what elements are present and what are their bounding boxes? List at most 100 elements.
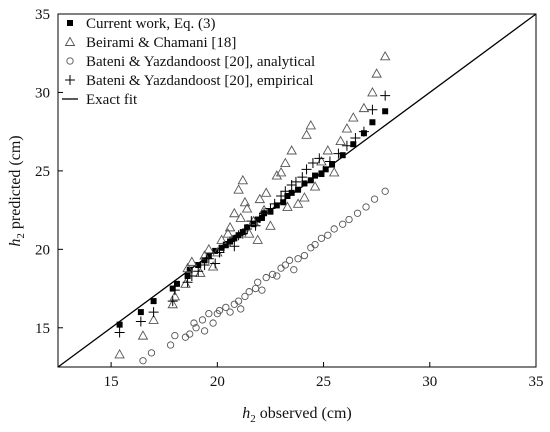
data-point — [350, 141, 357, 148]
data-point — [307, 244, 315, 252]
data-point — [335, 135, 346, 146]
data-point — [198, 316, 207, 324]
data-point — [318, 165, 329, 176]
data-point — [382, 108, 389, 115]
data-point — [280, 157, 291, 167]
x-axis: 15 20 25 30 35 — [104, 362, 544, 390]
legend: Current work, Eq. (3) Beirami & Chamani [… — [62, 16, 315, 108]
data-point — [260, 187, 272, 197]
data-point — [233, 230, 244, 241]
data-point — [251, 284, 260, 293]
legend-symbol — [64, 36, 76, 46]
legend-symbol — [66, 57, 74, 65]
data-point — [237, 305, 245, 313]
data-point — [135, 316, 146, 327]
data-point — [233, 184, 244, 194]
data-point — [231, 235, 238, 242]
data-point — [367, 87, 378, 97]
data-point — [182, 262, 193, 273]
data-point — [166, 341, 175, 349]
data-point — [116, 321, 123, 328]
data-point — [186, 330, 194, 338]
data-point — [380, 90, 391, 101]
data-point — [222, 303, 230, 312]
data-point — [195, 267, 206, 277]
data-point — [265, 220, 276, 230]
data-point — [314, 153, 325, 164]
legend-label: Beirami & Chamani [18] — [86, 35, 236, 51]
data-point — [192, 324, 200, 332]
legend-label: Bateni & Yazdandoost [20], analytical — [86, 54, 315, 70]
data-point — [269, 198, 280, 209]
y-tick-label: 35 — [35, 7, 50, 23]
data-point — [301, 164, 312, 175]
data-point — [328, 167, 340, 177]
data-point — [299, 192, 310, 202]
x-tick-label: 35 — [529, 374, 544, 390]
data-point — [367, 104, 378, 115]
data-point — [339, 220, 347, 228]
data-point — [290, 266, 298, 274]
y-tick-label: 20 — [35, 242, 50, 258]
data-point — [330, 225, 338, 233]
data-point — [225, 236, 236, 247]
legend-symbol — [65, 75, 75, 85]
data-point — [218, 242, 229, 253]
y-tick-label: 15 — [35, 321, 50, 337]
legend-label: Bateni & Yazdandoost [20], empirical — [86, 73, 313, 89]
data-point — [324, 156, 335, 167]
data-point — [348, 112, 359, 122]
data-point — [237, 174, 249, 185]
data-point — [241, 203, 253, 213]
x-tick-label: 15 — [104, 374, 119, 390]
data-point — [239, 196, 251, 207]
data-point — [203, 253, 214, 264]
series-2 — [139, 187, 389, 365]
data-point — [147, 349, 156, 357]
data-point — [379, 50, 391, 61]
data-point — [252, 234, 263, 244]
data-point — [353, 209, 362, 217]
data-point — [114, 349, 125, 359]
data-point — [237, 228, 248, 239]
data-point — [148, 314, 159, 324]
data-point — [277, 264, 285, 272]
data-point — [311, 240, 319, 249]
x-tick-label: 25 — [316, 374, 331, 390]
data-point — [294, 255, 302, 263]
data-point — [148, 307, 159, 318]
data-point — [254, 278, 262, 286]
data-point — [224, 221, 236, 232]
plot-area-frame — [57, 13, 537, 368]
data-point — [258, 286, 266, 294]
data-point — [226, 308, 234, 316]
x-tick-label: 30 — [422, 374, 437, 390]
data-point — [229, 207, 240, 218]
data-point — [285, 256, 294, 264]
data-point — [273, 272, 281, 280]
data-point — [286, 145, 297, 155]
data-point — [229, 241, 240, 252]
data-point — [137, 309, 144, 316]
data-point — [307, 177, 314, 184]
legend-label: Current work, Eq. (3) — [86, 16, 216, 32]
data-point — [317, 234, 326, 243]
data-point — [381, 187, 389, 195]
data-point — [295, 186, 302, 193]
data-point — [254, 216, 261, 223]
data-point — [216, 234, 227, 244]
data-point — [271, 170, 283, 180]
data-point — [268, 270, 277, 279]
data-point — [209, 319, 217, 327]
data-point — [273, 202, 280, 209]
data-point — [150, 298, 157, 305]
data-point — [222, 228, 234, 238]
data-point — [301, 129, 312, 139]
data-point — [195, 262, 202, 269]
data-point — [137, 330, 149, 340]
data-point — [245, 288, 253, 296]
data-point — [339, 152, 346, 159]
data-point — [169, 285, 176, 292]
data-point — [297, 172, 308, 183]
data-point — [350, 132, 361, 143]
